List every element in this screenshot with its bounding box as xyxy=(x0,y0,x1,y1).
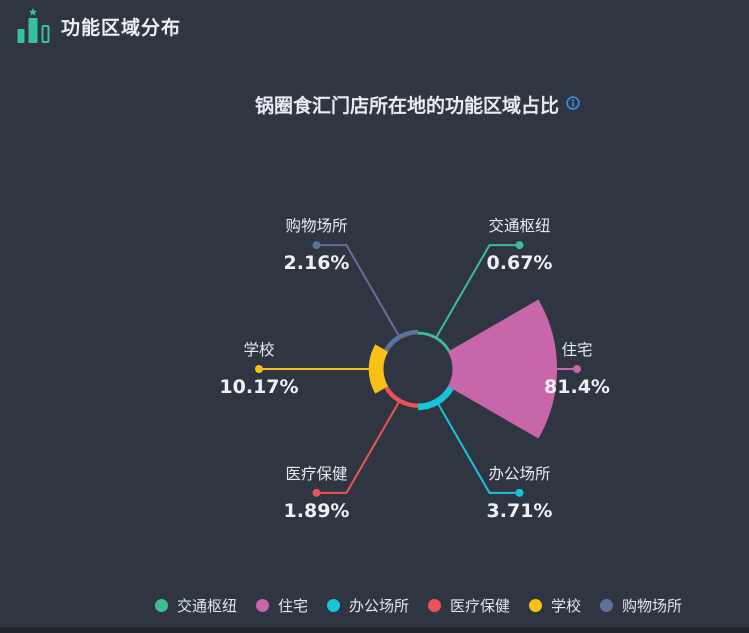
sector-label-name-5: 购物场所 xyxy=(285,217,347,235)
chart-sector-2[interactable] xyxy=(418,386,454,411)
sector-label-value-4: 10.17% xyxy=(219,376,298,398)
legend-swatch-4 xyxy=(529,599,543,612)
label-line-0 xyxy=(435,244,520,339)
sector-label-value-1: 81.4% xyxy=(544,376,610,398)
label-line-5 xyxy=(316,244,400,337)
chart-sector-0[interactable] xyxy=(418,331,451,352)
legend-item-2[interactable]: 办公场所 xyxy=(326,595,409,616)
sector-label-name-2: 办公场所 xyxy=(488,465,550,483)
legend-label-0: 交通枢纽 xyxy=(176,597,237,615)
legend-item-3[interactable]: 医疗保健 xyxy=(428,595,510,616)
label-dot-3 xyxy=(312,488,321,497)
chart-sector-3[interactable] xyxy=(384,386,418,408)
sector-label-value-3: 1.89% xyxy=(284,500,350,522)
label-dot-0 xyxy=(515,241,524,250)
page-title: 功能区域分布 xyxy=(61,16,182,39)
sector-label-name-0: 交通枢纽 xyxy=(488,217,550,235)
sector-label-value-0: 0.67% xyxy=(487,252,553,274)
bottom-edge-strip xyxy=(0,627,749,633)
label-line-3 xyxy=(316,401,400,494)
legend-label-2: 办公场所 xyxy=(348,597,409,615)
legend-swatch-5 xyxy=(600,599,614,612)
sector-label-value-2: 3.71% xyxy=(487,500,553,522)
legend-item-0[interactable]: 交通枢纽 xyxy=(154,595,237,616)
chart-subtitle-row: 锅圈食汇门店所在地的功能区域占比 xyxy=(43,95,749,117)
legend-label-5: 购物场所 xyxy=(622,597,683,615)
legend-swatch-1 xyxy=(255,599,269,612)
chart-sector-1[interactable] xyxy=(447,299,558,439)
legend-swatch-3 xyxy=(428,599,441,612)
label-dot-4 xyxy=(255,365,263,373)
legend-label-4: 学校 xyxy=(551,597,582,615)
chart-sector-4[interactable] xyxy=(368,344,389,394)
label-line-2 xyxy=(437,403,520,494)
label-dot-2 xyxy=(515,488,524,497)
legend-label-1: 住宅 xyxy=(277,597,308,615)
label-dot-1 xyxy=(573,365,581,373)
chart-sector-5[interactable] xyxy=(384,329,418,352)
chart-subtitle: 锅圈食汇门店所在地的功能区域占比 xyxy=(254,95,559,117)
podium-bar-chart-icon xyxy=(17,8,50,43)
legend-swatch-2 xyxy=(326,599,340,612)
sector-label-value-5: 2.16% xyxy=(284,252,350,274)
panel-header: 功能区域分布 xyxy=(16,8,181,44)
sector-label-name-3: 医疗保健 xyxy=(285,465,347,483)
info-icon[interactable] xyxy=(566,96,580,110)
label-dot-5 xyxy=(312,241,321,250)
legend-item-4[interactable]: 学校 xyxy=(529,595,581,616)
sector-label-name-4: 学校 xyxy=(243,341,274,359)
legend-swatch-0 xyxy=(154,599,168,612)
legend-label-3: 医疗保健 xyxy=(450,597,511,615)
legend-item-5[interactable]: 购物场所 xyxy=(600,595,682,616)
sector-label-name-1: 住宅 xyxy=(561,341,592,359)
legend-item-1[interactable]: 住宅 xyxy=(255,595,308,616)
chart-legend: 交通枢纽 住宅 办公场所 医疗保健 学校 购物场所 xyxy=(44,595,749,616)
